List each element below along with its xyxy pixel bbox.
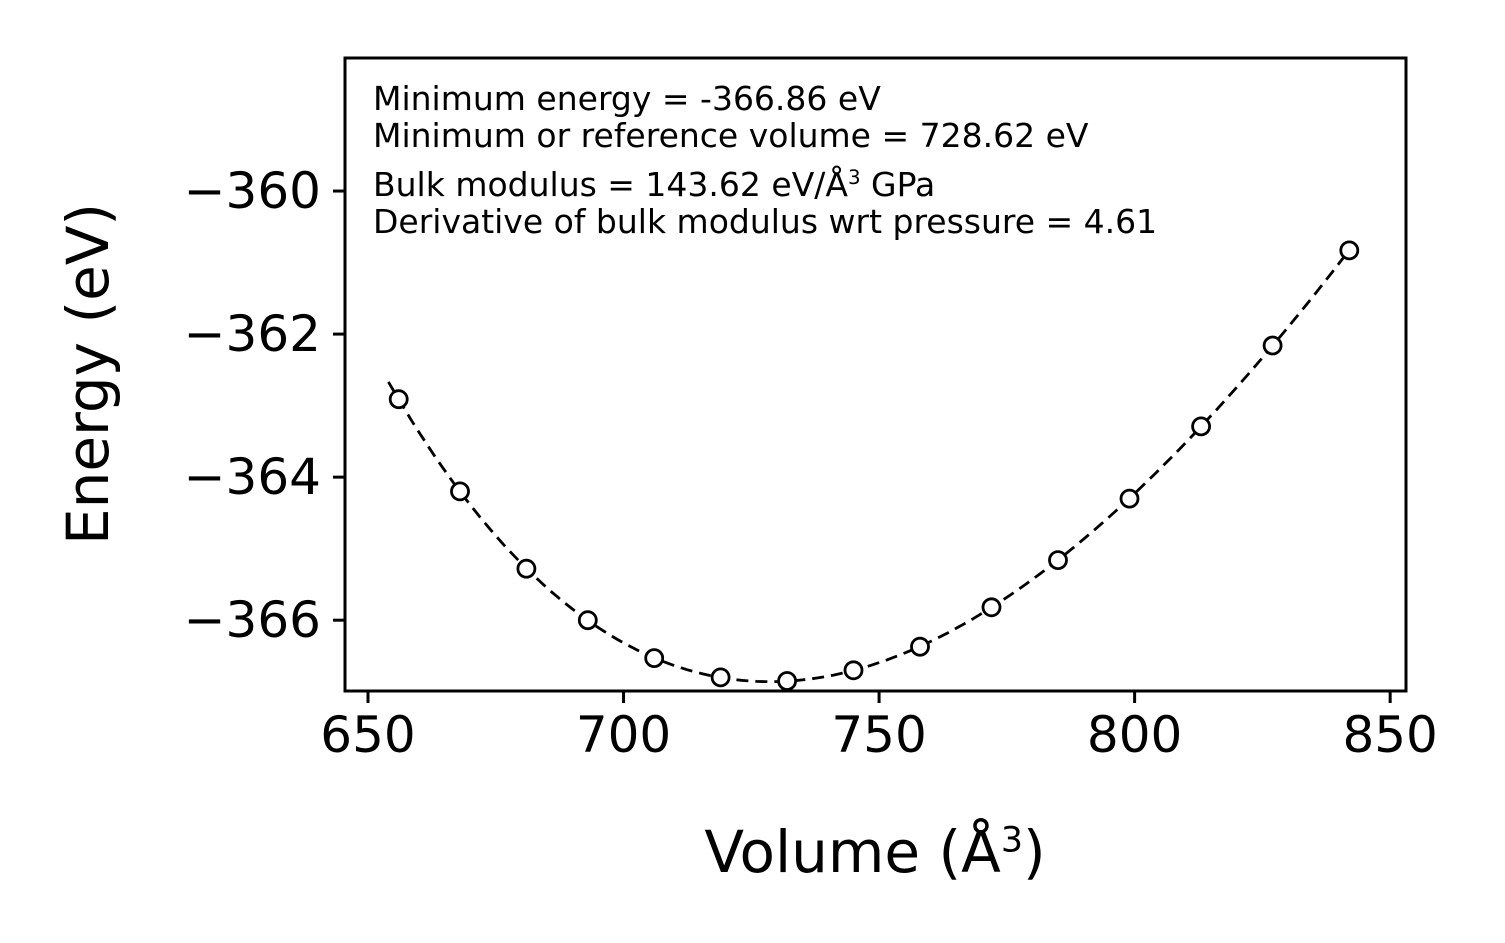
data-point-marker xyxy=(1048,550,1068,570)
data-point-marker xyxy=(1339,240,1360,261)
x-axis-label-close: ) xyxy=(1022,818,1046,886)
data-point-marker xyxy=(577,610,598,631)
data-point-marker xyxy=(777,671,797,691)
y-tick-label: −366 xyxy=(184,591,321,649)
data-point-marker xyxy=(450,481,470,502)
axes-box xyxy=(343,56,1408,693)
x-axis-label-superscript-3: 3 xyxy=(1000,820,1023,861)
x-tick-label: 800 xyxy=(1087,706,1182,764)
y-tick-label: −360 xyxy=(184,162,321,220)
data-point-marker xyxy=(910,636,930,657)
y-tick-label: −362 xyxy=(184,305,321,363)
fit-results-annotation: Minimum energy = -366.86 eV Minimum or r… xyxy=(373,80,1157,240)
data-point-marker xyxy=(388,389,409,410)
annotation-bulk-modulus-text: Bulk modulus = 143.62 eV/Å xyxy=(373,165,848,204)
data-point-marker xyxy=(1191,416,1211,437)
annotation-min-energy: Minimum energy = -366.86 eV xyxy=(373,79,881,118)
annotation-bulk-modulus: Bulk modulus = 143.62 eV/Å3 GPa xyxy=(373,159,1157,203)
y-axis-label: Energy (eV) xyxy=(54,202,122,546)
y-tick-label: −364 xyxy=(184,448,321,506)
data-point-marker xyxy=(843,660,864,681)
x-tick-label: 650 xyxy=(320,706,415,764)
x-tick-label: 700 xyxy=(576,706,671,764)
x-axis-label-text: Volume (Å xyxy=(704,818,1001,886)
annotation-superscript-3: 3 xyxy=(847,166,861,189)
x-tick-label: 850 xyxy=(1342,706,1437,764)
x-axis-label: Volume (Å3) xyxy=(704,818,1045,886)
data-point-marker xyxy=(710,667,731,688)
annotation-bulk-modulus-derivative: Derivative of bulk modulus wrt pressure … xyxy=(373,202,1158,241)
data-point-marker xyxy=(644,648,665,668)
data-point-marker xyxy=(1262,335,1283,356)
data-point-marker xyxy=(516,558,537,579)
annotation-min-volume: Minimum or reference volume = 728.62 eV xyxy=(373,116,1089,155)
data-point-marker xyxy=(1119,488,1140,509)
x-tick-label: 750 xyxy=(831,706,926,764)
eos-fit-curve xyxy=(387,242,1356,684)
data-point-marker xyxy=(981,597,1002,618)
annotation-bulk-modulus-unit: GPa xyxy=(860,165,936,204)
